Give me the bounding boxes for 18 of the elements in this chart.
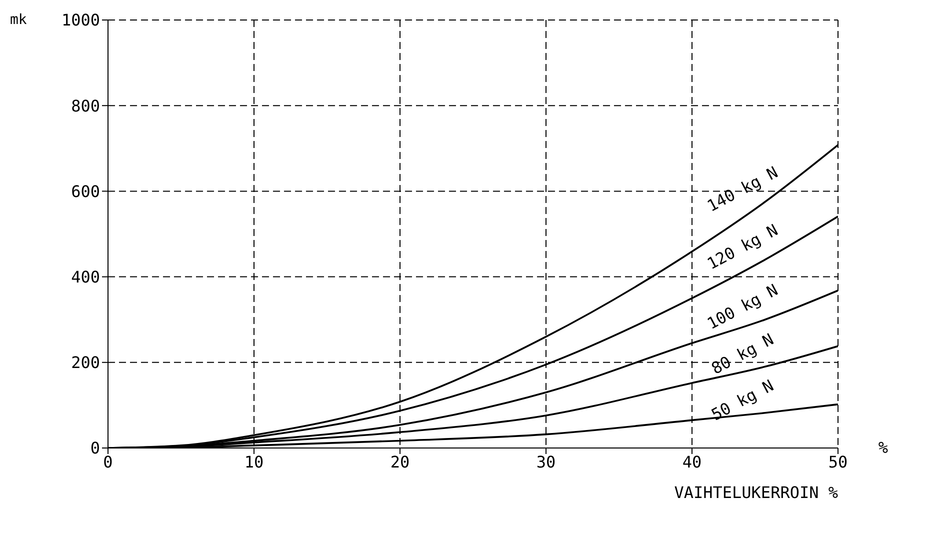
x-tick-label: 20 <box>390 452 410 472</box>
x-tick-label: 30 <box>536 452 556 472</box>
text: 120 kg N <box>704 220 781 274</box>
x-tick-label: 50 <box>828 452 848 472</box>
text: % <box>878 438 888 457</box>
y-tick-label: 200 <box>71 353 100 372</box>
text: 140 kg N <box>704 162 781 216</box>
y-tick-label: 1000 <box>61 10 100 30</box>
x-tick-label: 40 <box>682 452 702 472</box>
y-tick-label: 600 <box>71 182 100 201</box>
y-tick-label: 800 <box>71 96 100 116</box>
text: 50 kg N <box>708 376 777 424</box>
y-axis-title: mk <box>10 12 27 28</box>
x-tick-label: 0 <box>103 452 113 472</box>
x-axis-title: VAIHTELUKERROIN % <box>674 483 838 502</box>
y-tick-label: 400 <box>71 267 100 286</box>
y-tick-label: 0 <box>90 438 100 458</box>
x-tick-label: 10 <box>244 452 264 472</box>
